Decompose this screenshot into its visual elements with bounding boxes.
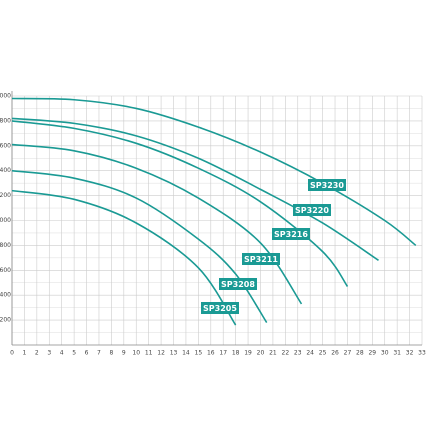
- curve: [11, 143, 303, 305]
- x-tick-label: 12: [157, 350, 165, 357]
- x-tick-label: 30: [381, 350, 389, 357]
- curve: [11, 189, 237, 326]
- series-label: SP3211: [244, 255, 278, 264]
- x-tick-label: 15: [195, 350, 203, 357]
- series-label-box: [201, 302, 239, 314]
- curve: [11, 97, 417, 247]
- x-tick-label: 23: [294, 350, 302, 357]
- series-label-box: [242, 253, 280, 265]
- series-label: SP3220: [295, 206, 329, 215]
- x-tick-label: 31: [393, 350, 401, 357]
- x-tick-label: 17: [219, 350, 227, 357]
- x-tick-label: 11: [145, 350, 153, 357]
- x-tick-label: 32: [406, 350, 414, 357]
- x-tick-label: 6: [85, 350, 89, 357]
- x-tick-label: 0: [10, 350, 14, 357]
- x-tick-label: 16: [207, 350, 215, 357]
- series-label-box: [293, 204, 331, 216]
- x-tick-label: 10: [132, 350, 140, 357]
- x-tick-label: 1: [23, 350, 27, 357]
- x-tick-label: 3: [47, 350, 51, 357]
- x-tick-label: 7: [97, 350, 101, 357]
- y-tick-label: 1400: [0, 167, 11, 174]
- x-tick-label: 26: [331, 350, 339, 357]
- x-tick-label: 5: [72, 350, 76, 357]
- series-label: SP3205: [203, 304, 237, 313]
- curve: [11, 169, 268, 324]
- series-label-box: [219, 278, 257, 290]
- series-label: SP3208: [221, 280, 255, 289]
- y-tick-label: 800: [0, 242, 11, 249]
- y-tick-label: 200: [0, 317, 11, 324]
- x-tick-label: 27: [344, 350, 352, 357]
- x-tick-label: 21: [269, 350, 277, 357]
- series-label: SP3216: [274, 230, 308, 239]
- series-label-box: [272, 228, 310, 240]
- x-tick-label: 18: [232, 350, 240, 357]
- y-tick-label: 600: [0, 267, 11, 274]
- x-tick-label: 25: [319, 350, 327, 357]
- x-tick-label: 14: [182, 350, 190, 357]
- x-tick-label: 33: [418, 350, 426, 357]
- x-tick-label: 20: [257, 350, 265, 357]
- y-tick-label: 400: [0, 292, 11, 299]
- curve: [11, 120, 349, 287]
- x-tick-label: 29: [368, 350, 376, 357]
- y-tick-label: 1200: [0, 192, 11, 199]
- x-tick-label: 4: [60, 350, 64, 357]
- x-tick-label: 9: [122, 350, 126, 357]
- y-tick-label: 1000: [0, 217, 11, 224]
- x-tick-label: 24: [306, 350, 314, 357]
- series-label-box: [308, 179, 346, 191]
- x-tick-label: 28: [356, 350, 364, 357]
- x-tick-label: 2: [35, 350, 39, 357]
- y-tick-label: 1600: [0, 142, 11, 149]
- y-tick-label: 2000: [0, 93, 11, 100]
- series-label: SP3230: [310, 181, 344, 190]
- x-tick-label: 8: [109, 350, 113, 357]
- curve: [11, 117, 379, 262]
- x-tick-label: 13: [170, 350, 178, 357]
- y-tick-label: 1800: [0, 117, 11, 124]
- x-tick-label: 19: [244, 350, 252, 357]
- x-tick-label: 22: [282, 350, 290, 357]
